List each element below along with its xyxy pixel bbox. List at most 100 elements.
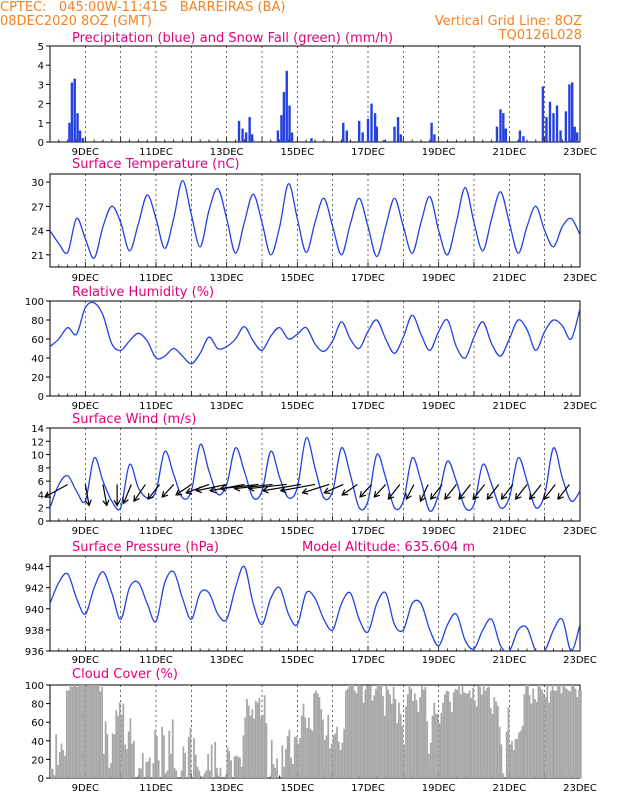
cloud-bar: [318, 697, 321, 778]
wind-arrow-head: [387, 493, 395, 501]
cloud-bar: [53, 775, 56, 778]
cloud-bar: [88, 685, 91, 778]
header-code: TQ0126L028: [498, 28, 582, 43]
precip-date-label: 21DEC: [492, 147, 526, 158]
cloud-bar: [315, 690, 317, 778]
cloud-bar: [368, 685, 370, 778]
wind-arrow-head: [219, 484, 227, 492]
wind-date-label: 19DEC: [422, 526, 456, 537]
cloud-bar: [546, 685, 549, 778]
precip-bar: [280, 115, 283, 142]
cloud-bar: [316, 693, 319, 778]
cloud-bar: [67, 690, 70, 778]
precip-bar: [396, 117, 400, 142]
precip-bar: [78, 130, 82, 142]
cloud-bar: [64, 755, 66, 778]
header-location: CPTEC: 045:00W-11:41S BARREIRAS (BA): [0, 0, 286, 15]
cloud-bar: [302, 703, 305, 778]
cloud-bar: [57, 764, 59, 778]
rh-date-label: 21DEC: [492, 401, 526, 412]
cloud-bar: [258, 698, 261, 778]
wind-date-label: 23DEC: [563, 526, 597, 537]
cloud-bar: [484, 690, 487, 778]
cloud-bar: [99, 691, 102, 778]
cloud-bar: [452, 692, 455, 778]
cloud-bar: [512, 750, 515, 778]
wind-date-label: 15DEC: [280, 526, 314, 537]
cloud-bar: [111, 733, 114, 778]
cloud-bar: [470, 698, 473, 778]
cloud-bar: [560, 693, 563, 778]
pres-subtitle: Model Altitude: 635.604 m: [302, 540, 475, 555]
cloud-bar: [435, 713, 437, 778]
cloud-bar: [489, 708, 492, 778]
cloud-bar: [511, 740, 513, 778]
pres-date-label: 15DEC: [280, 655, 314, 666]
precip-bar: [357, 120, 361, 142]
cloud-bar: [569, 691, 572, 778]
wind-arrow-head: [195, 486, 203, 494]
precip-bar: [342, 122, 345, 142]
cloud-bar: [71, 686, 73, 778]
cloud-bar: [262, 714, 264, 778]
cloud-bar: [69, 685, 72, 778]
precip-bar: [375, 126, 379, 142]
wind-arrow: [324, 483, 344, 494]
precip-ytick-label: 4: [38, 61, 44, 72]
wind-arrow-head: [430, 493, 437, 501]
wind-arrow-head: [113, 499, 121, 507]
rh-date-label: 9DEC: [72, 401, 99, 412]
wind-arrow: [196, 483, 227, 492]
cloud-bar: [438, 723, 441, 778]
pres-date-label: 9DEC: [72, 655, 99, 666]
pres-series-line: [50, 565, 580, 651]
cloud-bar: [509, 744, 512, 778]
cloud-bar: [127, 731, 130, 778]
precip-bar: [366, 118, 370, 142]
wind-ytick-label: 4: [38, 490, 44, 501]
cloud-bar: [210, 744, 213, 778]
cloud-bar: [378, 685, 381, 778]
temp-ytick-label: 27: [31, 202, 44, 213]
precip-bar: [568, 84, 571, 142]
wind-arrow-head: [185, 487, 193, 495]
cloud-bar: [371, 700, 374, 778]
cloud-bar: [171, 719, 174, 778]
cloud-bar: [216, 767, 218, 778]
wind-arrow: [147, 484, 161, 500]
cloud-bar: [196, 766, 199, 778]
cloud-bar: [429, 742, 432, 778]
rh-frame: [49, 300, 581, 397]
header-run-date: 08DEC2020 8OZ (GMT): [0, 14, 152, 29]
cloud-bar: [244, 717, 247, 778]
cloud-bar: [572, 685, 575, 778]
cloud-bar: [412, 700, 414, 778]
wind-arrow: [133, 484, 146, 502]
cloud-bar: [475, 706, 478, 778]
precip-date-label: 11DEC: [139, 147, 173, 158]
cloud-bar: [578, 689, 580, 778]
cloud-bar: [369, 685, 372, 778]
cloud-bar: [387, 689, 390, 778]
precip-ytick-label: 3: [38, 80, 44, 91]
wind-arrow: [458, 484, 471, 500]
cloud-bar: [417, 711, 420, 778]
wind-arrow: [557, 484, 570, 500]
wind-arrow-head: [557, 493, 564, 501]
cloud-bar: [240, 766, 243, 778]
wind-ytick-label: 14: [31, 424, 44, 435]
wind-arrow: [405, 484, 415, 500]
cloud-ytick-label: 40: [31, 737, 44, 748]
cloud-bar: [311, 730, 314, 778]
wind-arrow-head: [543, 493, 550, 501]
cloud-bar: [94, 685, 96, 778]
cloud-bar: [256, 702, 259, 778]
cloud-bar: [254, 700, 257, 778]
cloud-bar: [180, 770, 183, 778]
wind-arrow: [430, 484, 443, 500]
cloud-bar: [131, 743, 134, 778]
cloud-bar: [491, 713, 494, 778]
rh-ytick-label: 20: [31, 373, 44, 384]
cloud-bar: [85, 685, 88, 778]
wind-arrow: [262, 483, 301, 492]
